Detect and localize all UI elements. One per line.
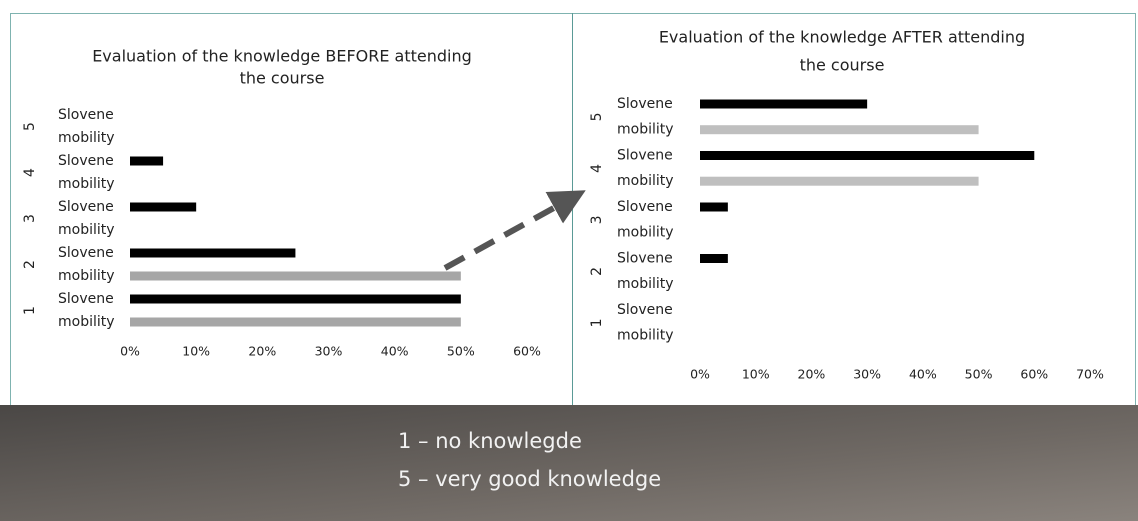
x-tick-label: 20% <box>798 367 826 382</box>
x-tick-label: 30% <box>315 344 343 359</box>
x-tick-label: 40% <box>909 367 937 382</box>
row-label: mobility <box>617 276 674 292</box>
row-label: mobility <box>617 328 674 344</box>
row-label: Slovene <box>58 291 114 307</box>
x-tick-label: 10% <box>182 344 210 359</box>
x-tick-label: 50% <box>447 344 475 359</box>
x-tick-label: 0% <box>690 367 710 382</box>
group-label: 1 <box>22 306 38 315</box>
row-label: Slovene <box>617 251 673 267</box>
row-label: mobility <box>617 122 674 138</box>
row-label: mobility <box>617 225 674 241</box>
row-label: mobility <box>58 268 115 284</box>
bar <box>700 202 728 212</box>
footer-line: 1 – no knowlegde <box>398 429 582 453</box>
row-label: mobility <box>58 176 115 192</box>
bar <box>700 176 979 186</box>
chart-title: Evaluation of the knowledge AFTER attend… <box>659 28 1025 47</box>
row-label: Slovene <box>58 153 114 169</box>
bar <box>130 202 197 212</box>
bar <box>130 294 461 304</box>
bar <box>700 254 728 263</box>
bar <box>130 156 164 166</box>
row-label: Slovene <box>617 302 673 318</box>
chart-title: the course <box>240 69 325 88</box>
group-label: 5 <box>22 122 38 131</box>
x-tick-label: 50% <box>965 367 993 382</box>
chart-title: Evaluation of the knowledge BEFORE atten… <box>92 47 472 66</box>
group-label: 3 <box>589 215 605 224</box>
row-label: Slovene <box>58 107 114 123</box>
row-label: Slovene <box>617 96 673 112</box>
group-label: 1 <box>589 318 605 327</box>
chart-title: the course <box>800 56 885 75</box>
row-label: mobility <box>58 314 115 330</box>
x-tick-label: 60% <box>513 344 541 359</box>
bar <box>700 99 868 109</box>
x-tick-label: 40% <box>381 344 409 359</box>
bar <box>130 317 461 327</box>
row-label: Slovene <box>58 245 114 261</box>
group-label: 5 <box>589 112 605 121</box>
x-tick-label: 20% <box>248 344 276 359</box>
group-label: 2 <box>589 267 605 276</box>
row-label: Slovene <box>617 199 673 215</box>
group-label: 3 <box>22 214 38 223</box>
arrow <box>443 190 586 271</box>
bar <box>700 151 1035 160</box>
row-label: Slovene <box>58 199 114 215</box>
group-label: 4 <box>22 168 38 177</box>
x-tick-label: 30% <box>853 367 881 382</box>
x-tick-label: 0% <box>120 344 140 359</box>
footer-line: 5 – very good knowledge <box>398 467 661 491</box>
bar <box>700 125 979 135</box>
group-label: 2 <box>22 260 38 269</box>
row-label: mobility <box>617 173 674 189</box>
row-label: mobility <box>58 222 115 238</box>
bar <box>130 271 461 281</box>
x-tick-label: 10% <box>742 367 770 382</box>
row-label: Slovene <box>617 148 673 164</box>
row-label: mobility <box>58 130 115 146</box>
group-label: 4 <box>589 164 605 173</box>
x-tick-label: 70% <box>1076 367 1104 382</box>
bar <box>130 248 296 258</box>
x-tick-label: 60% <box>1020 367 1048 382</box>
footer-band <box>0 405 1138 521</box>
